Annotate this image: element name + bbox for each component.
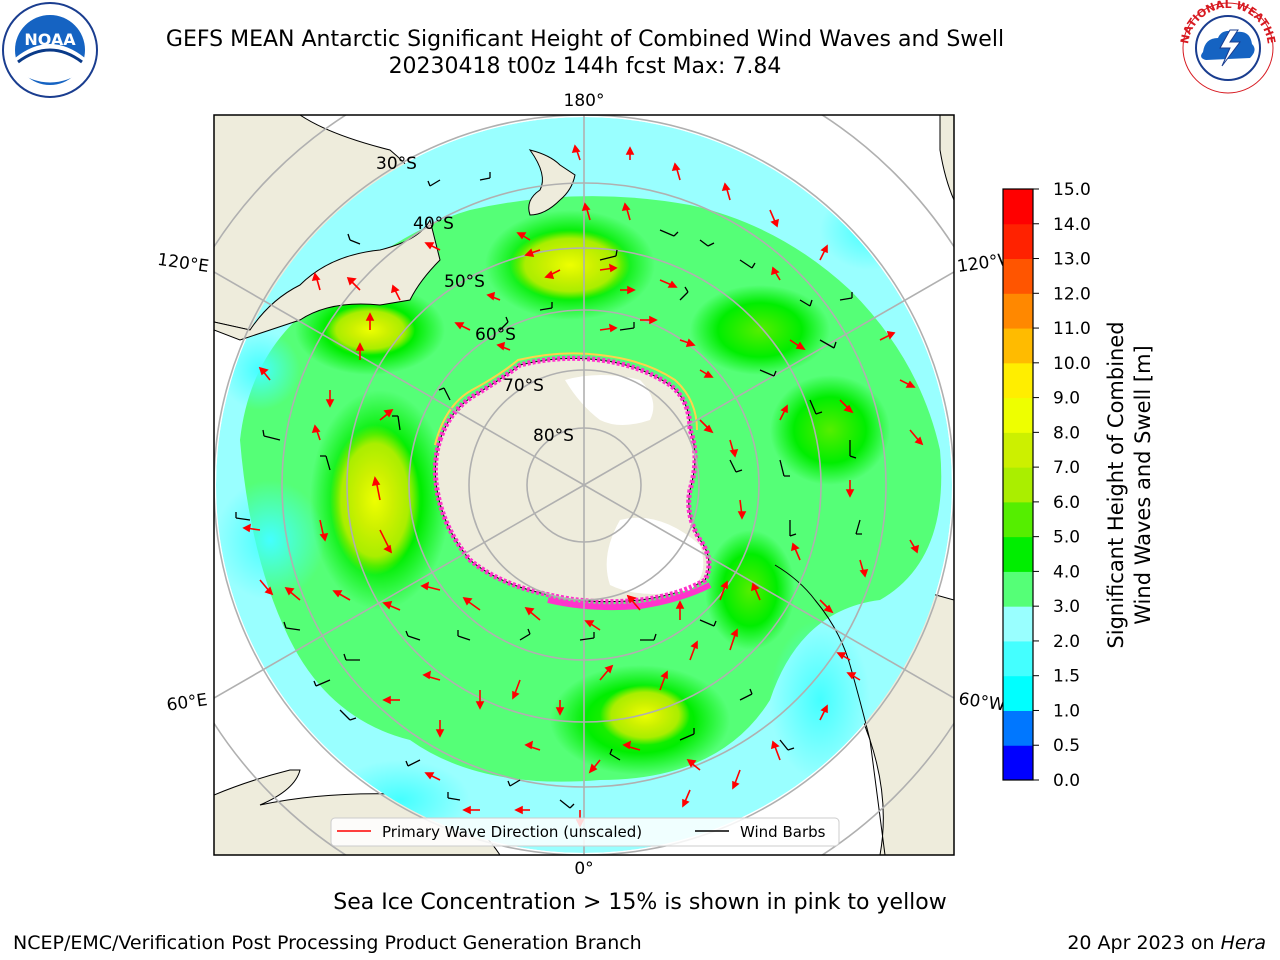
colorbar-swatch xyxy=(1003,397,1033,433)
lat-label-70s: 70°S xyxy=(503,376,544,396)
legend-wave-direction: Primary Wave Direction (unscaled) xyxy=(382,823,642,841)
wave-direction-arrows xyxy=(242,144,924,828)
colorbar-swatch xyxy=(1003,710,1033,746)
colorbar-swatch xyxy=(1003,328,1033,364)
lon-label-0: 0° xyxy=(574,859,593,879)
colorbar-label-line1: Significant Height of Combined xyxy=(1104,321,1128,648)
lat-label-30s: 30°S xyxy=(376,154,417,174)
wind-barbs xyxy=(235,172,862,809)
colorbar-tick-label: 6.0 xyxy=(1053,493,1080,513)
svg-text:NATIONAL WEATHER SERVICE: NATIONAL WEATHER SERVICE xyxy=(0,0,1278,45)
lat-label-40s: 40°S xyxy=(413,214,454,234)
lon-label-60w: 60°W xyxy=(957,689,1006,715)
land-australia-nz xyxy=(214,149,576,341)
colorbar-tick-label: 7.0 xyxy=(1053,458,1080,478)
colorbar-tick-label: 0.0 xyxy=(1053,771,1080,791)
colorbar-swatch xyxy=(1003,536,1033,572)
graticule xyxy=(214,115,954,855)
colorbar-swatch xyxy=(1003,675,1033,711)
colorbar-swatch xyxy=(1003,258,1033,294)
colorbar-tick-label: 11.0 xyxy=(1053,319,1091,339)
colorbar-tick-label: 15.0 xyxy=(1053,180,1091,200)
legend-wind-barbs: Wind Barbs xyxy=(740,823,826,841)
colorbar-label-line2: Wind Waves and Swell [m] xyxy=(1131,345,1155,625)
colorbar-tick-label: 1.0 xyxy=(1053,701,1080,721)
map-title: GEFS MEAN Antarctic Significant Height o… xyxy=(165,27,1005,52)
colorbar-swatch xyxy=(1003,432,1033,468)
colorbar-swatch xyxy=(1003,189,1033,225)
lon-label-180: 180° xyxy=(564,91,605,111)
colorbar-tick-label: 3.0 xyxy=(1053,597,1080,617)
colorbar-swatch xyxy=(1003,467,1033,503)
colorbar-swatch xyxy=(1003,640,1033,677)
colorbar-swatch xyxy=(1003,501,1033,538)
credit-line: NCEP/EMC/Verification Post Processing Pr… xyxy=(13,932,642,954)
colorbar-tick-label: 1.5 xyxy=(1053,667,1080,687)
noaa-logo-text: NOAA xyxy=(24,30,76,49)
colorbar-tick-label: 14.0 xyxy=(1053,215,1091,235)
colorbar-swatch xyxy=(1003,223,1033,260)
colorbar-tick-label: 9.0 xyxy=(1053,389,1080,409)
nws-logo-text: NATIONAL WEATHER SERVICE xyxy=(0,0,1278,45)
host-name: Hera xyxy=(1220,932,1266,954)
colorbar-swatch xyxy=(1003,293,1033,329)
nws-logo: NATIONAL WEATHER SERVICE xyxy=(0,0,1278,94)
date-line: 20 Apr 2023 on Hera xyxy=(1067,932,1266,954)
lat-label-60s: 60°S xyxy=(475,325,516,345)
colorbar-tick-label: 0.5 xyxy=(1053,736,1080,756)
latitude-labels: 30°S 40°S 50°S 60°S 70°S 80°S xyxy=(376,154,574,446)
lon-label-60e: 60°E xyxy=(165,690,208,715)
colorbar-tick-label: 10.0 xyxy=(1053,354,1091,374)
colorbar-tick-label: 12.0 xyxy=(1053,284,1091,304)
colorbar-tick-label: 13.0 xyxy=(1053,250,1091,270)
colorbar-swatch xyxy=(1003,571,1033,607)
colorbar-tick-label: 4.0 xyxy=(1053,562,1080,582)
lon-label-120e: 120°E xyxy=(156,250,210,277)
map-subtitle: 20230418 t00z 144h fcst Max: 7.84 xyxy=(388,54,782,79)
colorbar: 0.0 0.5 1.0 1.5 2.0 3.0 4.0 5.0 6.0 7.0 8.0 9.0 10.0… xyxy=(1002,180,1155,791)
noaa-logo: NOAA xyxy=(2,2,98,98)
colorbar-swatch xyxy=(1003,362,1033,399)
colorbar-tick-label: 5.0 xyxy=(1053,528,1080,548)
colorbar-swatch xyxy=(1003,606,1033,642)
sea-ice-footnote: Sea Ice Concentration > 15% is shown in … xyxy=(333,890,947,915)
colorbar-swatch xyxy=(1003,745,1033,781)
lat-label-80s: 80°S xyxy=(533,426,574,446)
map-legend: Primary Wave Direction (unscaled) Wind B… xyxy=(330,817,840,847)
antarctica xyxy=(432,352,712,611)
date-text: 20 Apr 2023 on xyxy=(1067,932,1215,954)
colorbar-tick-label: 8.0 xyxy=(1053,423,1080,443)
colorbar-tick-label: 2.0 xyxy=(1053,632,1080,652)
lat-label-50s: 50°S xyxy=(444,272,485,292)
